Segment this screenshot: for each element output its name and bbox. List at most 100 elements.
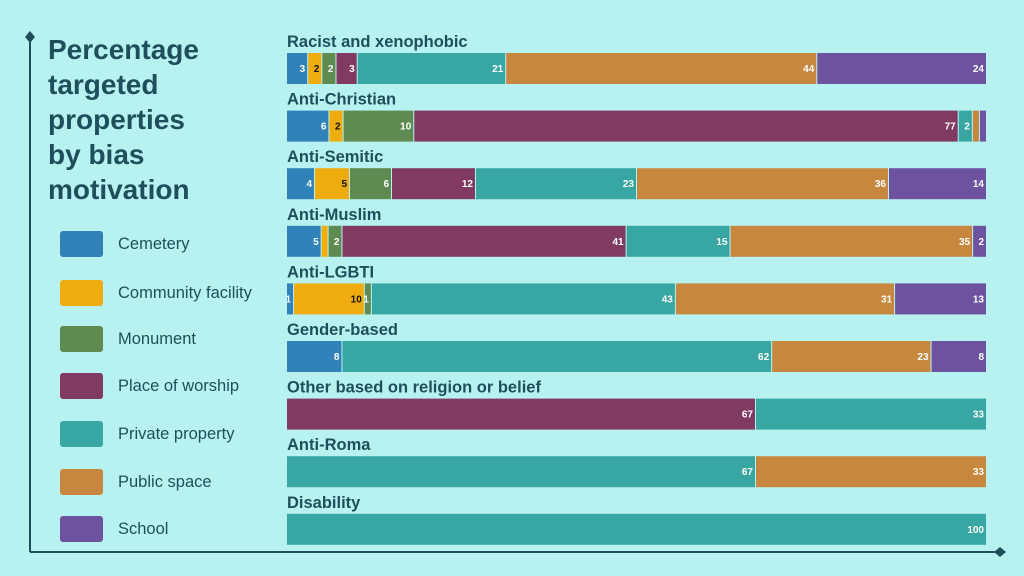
bar-segment	[675, 283, 895, 315]
bar-segment	[931, 341, 986, 372]
bar-segment	[350, 168, 391, 200]
legend-item: Place of worship	[60, 373, 290, 403]
bar-segment	[730, 225, 973, 257]
bar-segment	[287, 53, 308, 84]
bar-segment	[958, 110, 972, 142]
bar-segment	[287, 341, 342, 372]
title-line: Percentage	[48, 34, 199, 65]
bar-segment	[322, 53, 336, 84]
bar-segment	[756, 398, 986, 430]
data-label: 2	[314, 64, 320, 75]
bar-segment	[392, 168, 475, 200]
bar-segment	[342, 225, 626, 257]
data-label: 100	[967, 525, 984, 536]
bar-segment	[315, 168, 349, 200]
data-label: 67	[742, 467, 754, 478]
bar-segment	[817, 53, 986, 84]
bar-segment	[476, 168, 636, 200]
data-label: 36	[875, 179, 887, 190]
bar-segment	[294, 283, 364, 315]
data-label: 1	[363, 294, 369, 305]
data-label: 8	[978, 352, 984, 363]
bar-segment	[287, 168, 314, 200]
legend-item: School	[60, 516, 290, 546]
data-label: 4	[306, 179, 312, 190]
data-label: 1	[286, 294, 292, 305]
legend-label: Cemetery	[118, 234, 190, 253]
data-label: 21	[492, 64, 504, 75]
legend-item: Community facility	[60, 280, 290, 310]
bar-segment	[336, 53, 357, 84]
data-label: 10	[351, 294, 363, 305]
data-label: 13	[973, 294, 985, 305]
category-label: Disability	[287, 494, 361, 512]
data-label: 35	[959, 237, 971, 248]
bar-segment	[756, 456, 986, 488]
data-label: 6	[321, 122, 327, 133]
category-label: Gender-based	[287, 321, 398, 339]
data-label: 67	[742, 410, 754, 421]
data-label: 6	[383, 179, 389, 190]
legend-item: Monument	[60, 326, 290, 356]
category-label: Anti-Christian	[287, 91, 396, 109]
bar-segment	[287, 110, 329, 142]
data-label: 33	[973, 467, 985, 478]
bar-segment	[506, 53, 817, 84]
legend-label: School	[118, 519, 169, 538]
legend-swatch	[60, 516, 103, 542]
data-label: 33	[973, 410, 985, 421]
title-line: targeted	[48, 69, 159, 100]
data-label: 62	[758, 352, 770, 363]
data-label: 77	[945, 122, 957, 133]
title-line: properties	[48, 104, 185, 135]
category-label: Racist and xenophobic	[287, 33, 468, 51]
legend-swatch	[60, 373, 103, 399]
legend-label: Private property	[118, 424, 235, 443]
data-label: 23	[623, 179, 635, 190]
bar-segment	[979, 110, 986, 142]
data-label: 3	[300, 64, 306, 75]
category-label: Anti-LGBTI	[287, 263, 374, 281]
legend-label: Place of worship	[118, 376, 240, 395]
category-label: Other based on religion or belief	[287, 379, 541, 397]
category-label: Anti-Roma	[287, 436, 371, 454]
data-label: 2	[335, 122, 341, 133]
legend-swatch	[60, 421, 103, 447]
data-label: 2	[328, 64, 334, 75]
legend-swatch	[60, 231, 103, 257]
data-label: 14	[973, 179, 985, 190]
legend-swatch	[60, 469, 103, 495]
data-label: 10	[400, 122, 412, 133]
title-line: motivation	[48, 174, 190, 205]
bar-segment	[329, 110, 343, 142]
data-label: 2	[334, 237, 340, 248]
data-label: 41	[612, 237, 624, 248]
bar-segment	[308, 53, 322, 84]
category-label: Anti-Muslim	[287, 206, 381, 224]
bar-segment	[972, 110, 979, 142]
data-label: 3	[349, 64, 355, 75]
legend-swatch	[60, 280, 103, 306]
bar-segment	[287, 225, 321, 257]
bar-segment	[973, 225, 986, 257]
legend-label: Monument	[118, 329, 196, 348]
legend-swatch	[60, 326, 103, 352]
bar-segment	[772, 341, 931, 372]
bar-segment	[321, 225, 328, 257]
data-label: 24	[973, 64, 985, 75]
data-label: 44	[803, 64, 815, 75]
legend-label: Community facility	[118, 283, 252, 302]
data-label: 23	[917, 352, 929, 363]
data-label: 43	[662, 294, 674, 305]
legend-label: Public space	[118, 472, 212, 491]
data-label: 31	[881, 294, 893, 305]
bar-segment	[357, 53, 506, 84]
legend-item: Public space	[60, 469, 290, 499]
data-label: 5	[341, 179, 347, 190]
bar-segment	[889, 168, 986, 200]
data-label: 8	[334, 352, 340, 363]
chart-title: Percentage targeted properties by bias m…	[48, 32, 258, 207]
category-label: Anti-Semitic	[287, 148, 383, 166]
bar-segment	[343, 110, 414, 142]
